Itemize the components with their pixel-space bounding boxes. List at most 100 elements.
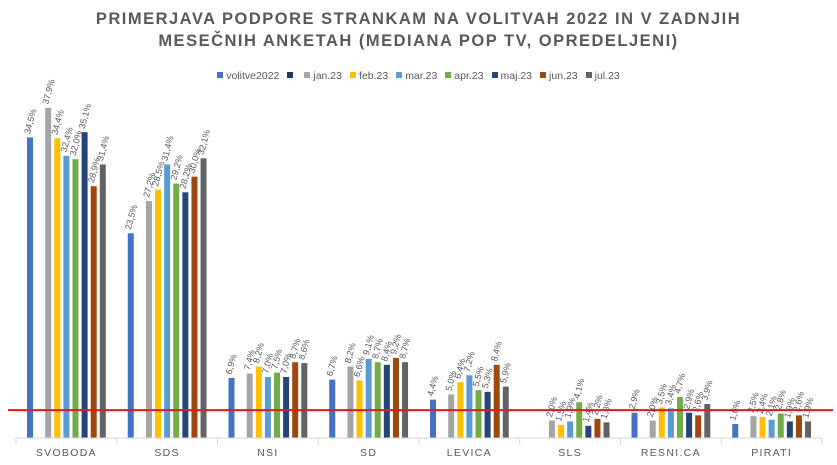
- category-label: SVOBODA: [36, 447, 97, 459]
- data-label: 31,4%: [95, 135, 111, 162]
- category-label: SD: [360, 447, 377, 459]
- legend-label: maj.23: [500, 70, 533, 82]
- chart-title: PRIMERJAVA PODPORE STRANKAM NA VOLITVAH …: [0, 8, 837, 52]
- bar: [383, 364, 390, 438]
- bar: [301, 363, 308, 438]
- data-label: 8,4%: [489, 340, 504, 362]
- bar: [145, 201, 152, 438]
- bar: [81, 132, 88, 438]
- bar: [777, 413, 784, 438]
- bar: [54, 138, 61, 439]
- bar: [72, 159, 79, 438]
- data-label: 6,9%: [224, 353, 239, 375]
- bar: [631, 412, 638, 438]
- data-label: 23,5%: [123, 204, 139, 231]
- bar: [677, 397, 683, 438]
- bar: [274, 372, 280, 438]
- data-label: 3,9%: [700, 379, 715, 401]
- bar: [786, 421, 793, 438]
- bar: [365, 358, 372, 438]
- data-label: 35,1%: [77, 102, 93, 129]
- bar: [182, 192, 189, 438]
- legend-label: feb.23: [358, 70, 389, 82]
- bar: [45, 107, 52, 438]
- bar: [402, 362, 409, 438]
- bar: [448, 394, 455, 438]
- category-label: SDS: [154, 447, 180, 459]
- legend-swatch: [491, 72, 498, 79]
- bar: [27, 137, 33, 438]
- bar: [594, 418, 601, 438]
- data-label: 2,9%: [627, 388, 642, 410]
- legend-swatch: [585, 72, 592, 79]
- bar: [283, 377, 290, 438]
- bar: [255, 366, 262, 438]
- bar: [795, 415, 802, 438]
- data-label: 4,4%: [425, 375, 440, 397]
- legend-swatch: [396, 72, 403, 79]
- bar: [502, 386, 509, 438]
- chart-legend: volitve2022 jan.23 feb.23 mar.23 apr.23 maj.2…: [0, 70, 837, 82]
- bar: [704, 404, 711, 438]
- bar: [63, 155, 70, 438]
- bar: [292, 362, 299, 438]
- bar: [759, 417, 766, 438]
- legend-swatch: [304, 72, 311, 79]
- legend-label: jul.23: [594, 70, 620, 82]
- legend-item: jul.23: [585, 70, 620, 82]
- bar: [264, 377, 271, 438]
- data-label: 4,1%: [572, 377, 587, 399]
- bar: [430, 399, 436, 438]
- data-label: 1,9%: [562, 397, 577, 419]
- chart-title-line-2: MESEČNIH ANKETAH (MEDIANA POP TV, OPREDE…: [158, 32, 679, 50]
- bar: [695, 415, 702, 438]
- bar: [173, 183, 180, 438]
- legend-item: [287, 70, 296, 82]
- category-label: NSI: [257, 447, 278, 459]
- bar: [686, 412, 693, 438]
- bar: [667, 408, 674, 438]
- bar: [768, 419, 775, 438]
- bar: [99, 164, 106, 439]
- category-label: PIRATI: [751, 447, 792, 459]
- data-label: 28,5%: [150, 160, 166, 187]
- legend-label: jan.23: [313, 70, 342, 82]
- legend-swatch: [217, 72, 224, 79]
- chart-title-line-1: PRIMERJAVA PODPORE STRANKAM NA VOLITVAH …: [95, 10, 742, 28]
- legend-swatch: [349, 72, 356, 79]
- legend-item: maj.23: [491, 70, 533, 82]
- bar: [191, 176, 198, 438]
- bar: [475, 390, 482, 438]
- data-label: 32,1%: [196, 129, 212, 156]
- bar: [347, 366, 354, 438]
- legend-label: volitve2022: [226, 70, 280, 82]
- legend-item: volitve2022: [217, 70, 279, 82]
- bar: [155, 189, 162, 438]
- legend-item: jun.23: [540, 70, 578, 82]
- bar: [329, 379, 336, 438]
- bar: [805, 421, 812, 438]
- bar: [603, 422, 610, 438]
- bar: [658, 407, 665, 438]
- bar: [246, 373, 253, 438]
- bar: [732, 424, 739, 438]
- legend-swatch: [540, 72, 547, 79]
- legend-label: jun.23: [549, 70, 578, 82]
- legend-item: apr.23: [445, 70, 484, 82]
- bar: [493, 364, 500, 438]
- data-label: 34,5%: [22, 108, 38, 135]
- legend-label: mar.23: [405, 70, 438, 82]
- legend-item: mar.23: [396, 70, 437, 82]
- legend-swatch: [287, 72, 294, 79]
- data-label: 6,7%: [325, 355, 340, 377]
- category-label: SLS: [558, 447, 582, 459]
- legend-item: jan.23: [304, 70, 342, 82]
- bar: [558, 424, 565, 438]
- bar: [567, 421, 574, 438]
- legend-item: feb.23: [349, 70, 389, 82]
- bar: [127, 233, 134, 438]
- bar: [649, 420, 656, 438]
- bar: [750, 416, 757, 438]
- legend-swatch: [445, 72, 452, 79]
